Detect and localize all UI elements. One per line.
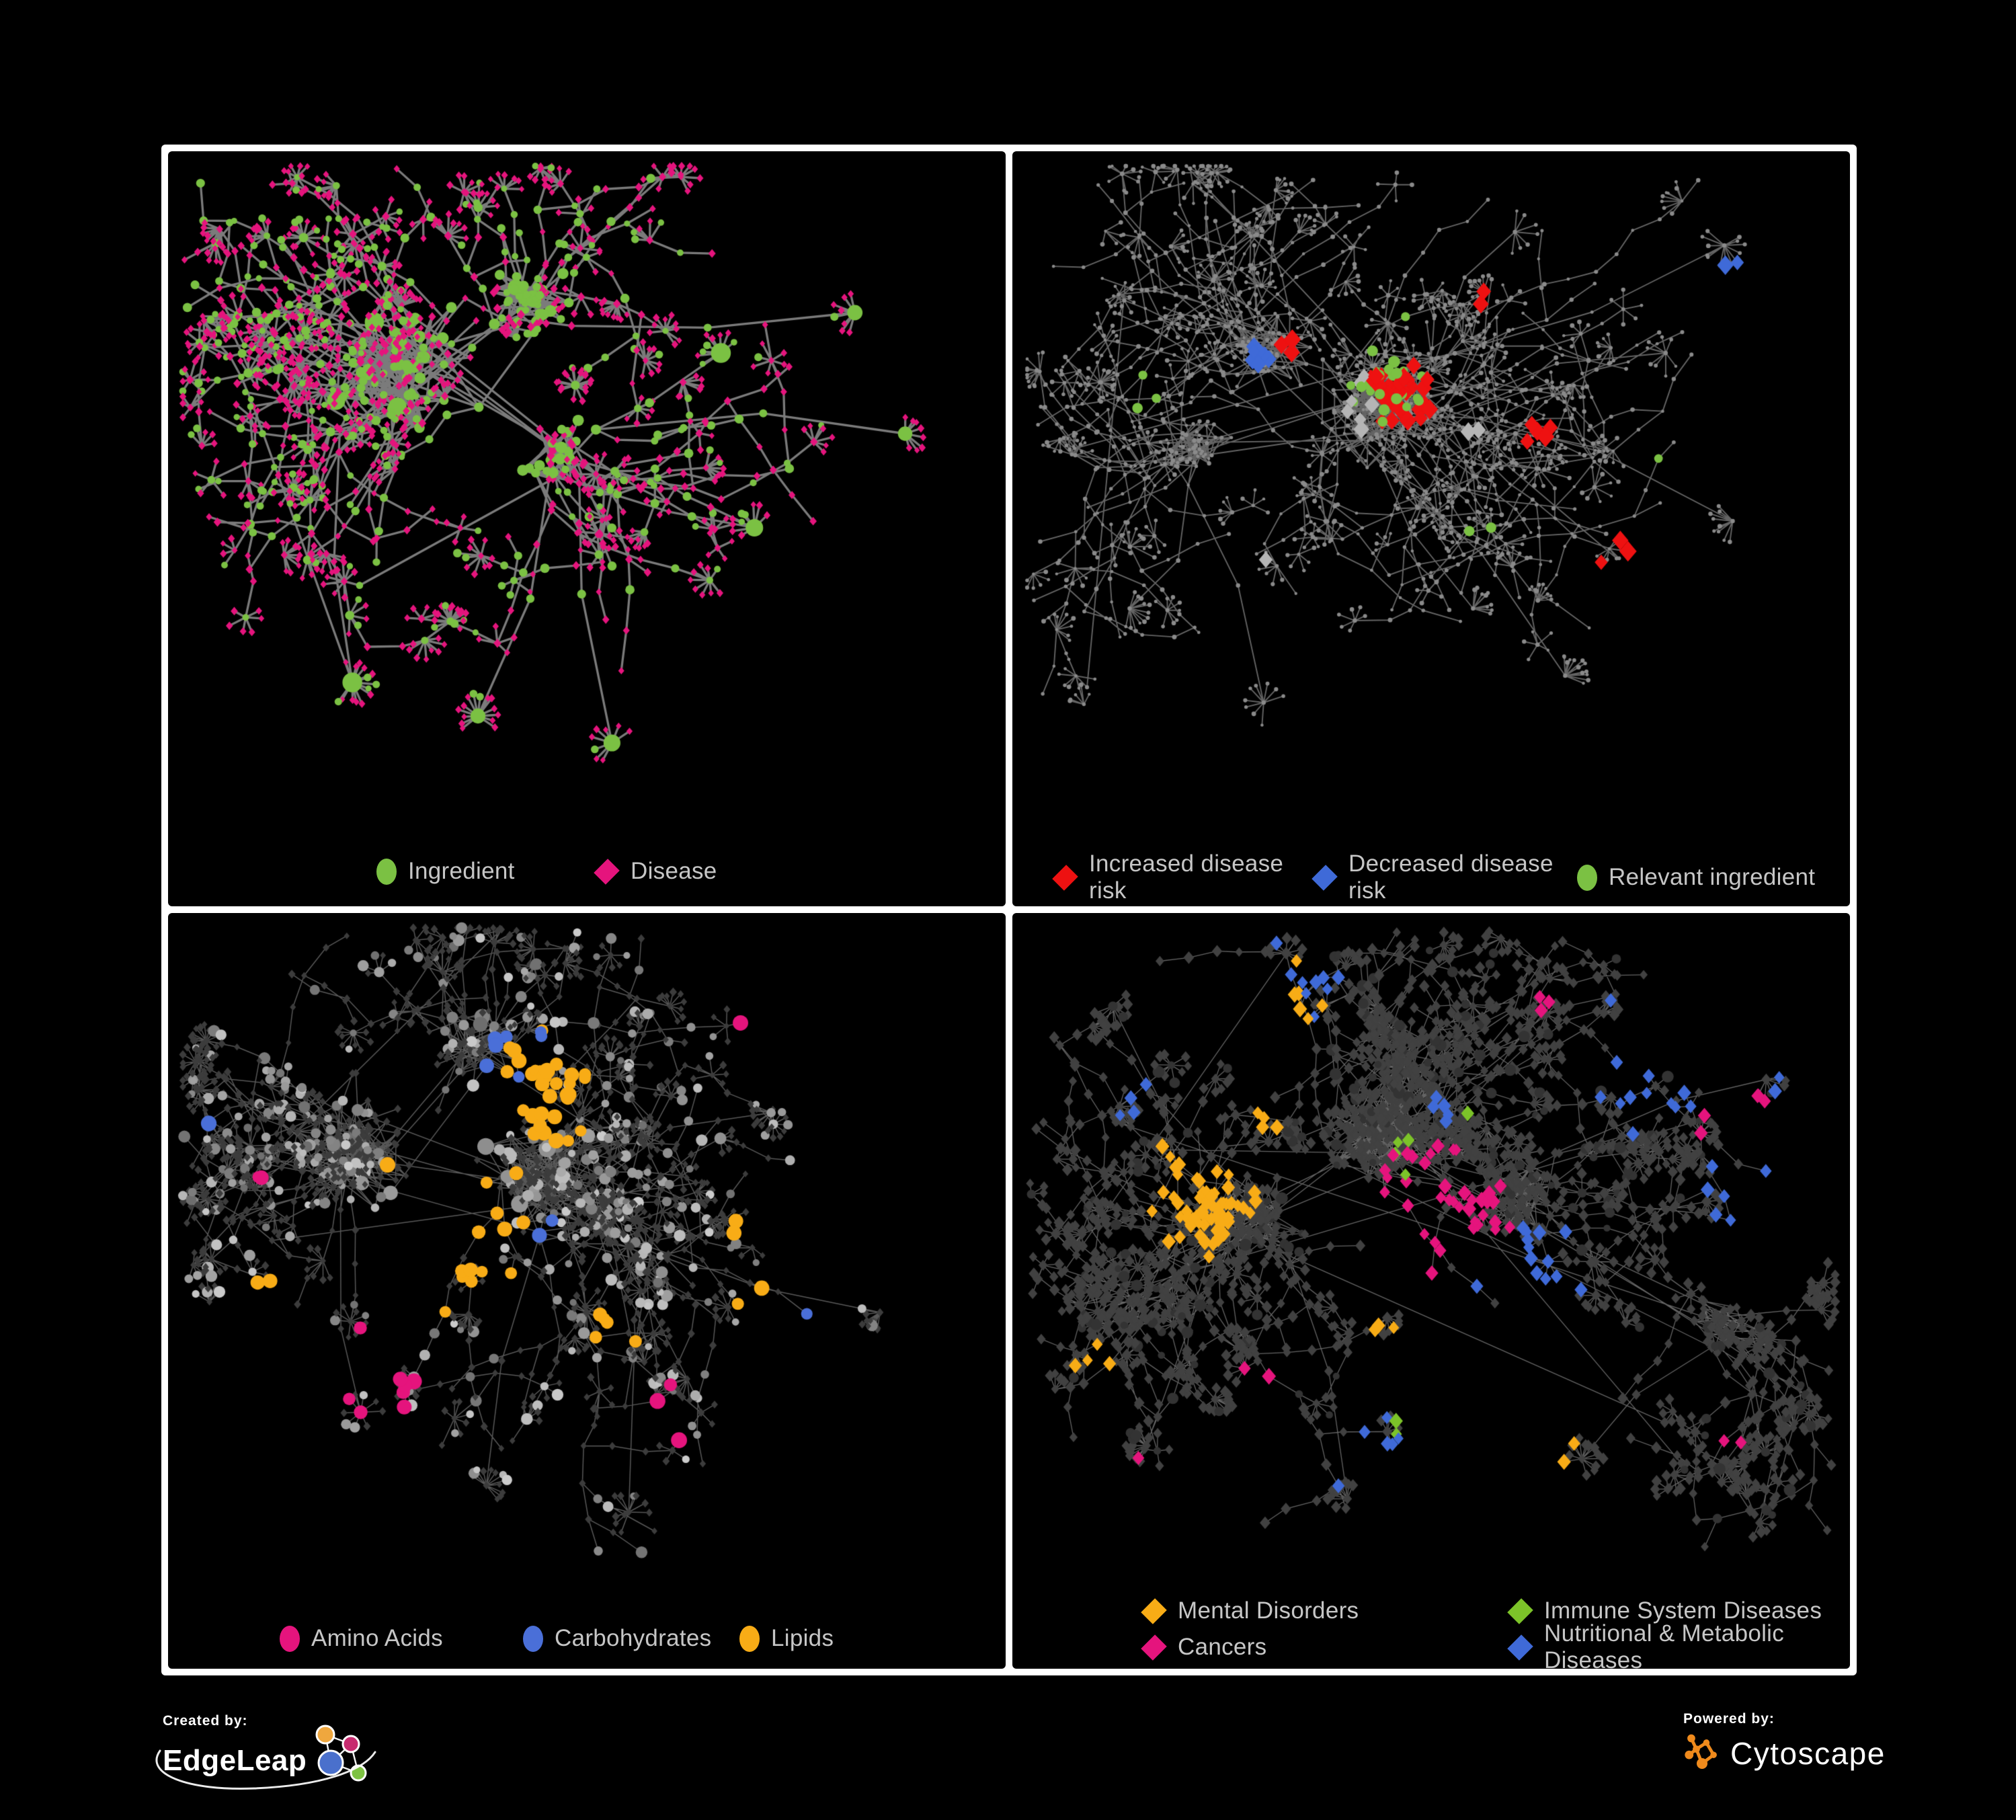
legend-nutrient-classes: Amino Acids Carbohydrates Lipids — [168, 1618, 1006, 1659]
powered-by-label: Powered by: — [1683, 1711, 1775, 1727]
legend-item-increased-disease-risk: Increased disease risk — [1052, 850, 1312, 904]
legend-marker-diamond-icon — [1312, 864, 1338, 891]
panel-grid: Ingredient Disease Increased disease risk… — [161, 145, 1857, 1675]
legend-marker-diamond-icon — [1052, 864, 1078, 891]
legend-item-cancers: Cancers — [1141, 1634, 1508, 1661]
cytoscape-credit: Powered by: Cytoscape — [1683, 1711, 1886, 1774]
legend-item-ingredient: Ingredient — [376, 858, 594, 885]
legend-label: Carbohydrates — [555, 1625, 712, 1651]
edgeleap-brand-row: EdgeLeap — [155, 1725, 376, 1790]
cytoscape-brand-row: Cytoscape — [1683, 1733, 1886, 1774]
legend-label: Decreased disease risk — [1348, 850, 1554, 904]
cytoscape-network-icon — [1685, 1734, 1717, 1769]
legend-label: Amino Acids — [311, 1625, 443, 1651]
edgeleap-credit: Created by: EdgeLeap — [155, 1713, 376, 1790]
legend-marker-circle-icon — [280, 1625, 300, 1652]
legend-label: Lipids — [771, 1625, 834, 1651]
legend-label: Nutritional & Metabolic Diseases — [1544, 1620, 1785, 1669]
legend-marker-circle-icon — [1577, 864, 1597, 891]
legend-item-decreased-disease-risk: Decreased disease risk — [1312, 850, 1577, 904]
legend-label: Mental Disorders — [1178, 1597, 1359, 1624]
legend-marker-diamond-icon — [1141, 1634, 1167, 1661]
legend-item-carbohydrates: Carbohydrates — [523, 1625, 739, 1652]
legend-label: Ingredient — [408, 858, 515, 884]
legend-label: Increased disease risk — [1089, 850, 1284, 904]
panel-ingredient-disease: Ingredient Disease — [168, 151, 1006, 906]
legend-marker-circle-icon — [739, 1625, 760, 1652]
legend-disease-classes: Mental Disorders Immune System Diseases Ca… — [1012, 1593, 1850, 1669]
legend-label: Immune System Diseases — [1544, 1597, 1822, 1624]
legend-label: Disease — [631, 858, 717, 884]
legend-item-mental-disorders: Mental Disorders — [1141, 1597, 1508, 1624]
legend-marker-diamond-icon — [1507, 1634, 1533, 1661]
legend-label: Relevant ingredient — [1609, 864, 1816, 890]
edgeleap-brand: EdgeLeap — [163, 1744, 307, 1777]
panel-disease-risk: Increased disease risk Decreased disease … — [1012, 151, 1850, 906]
legend-marker-circle-icon — [523, 1625, 543, 1652]
legend-item-relevant-ingredient: Relevant ingredient — [1577, 864, 1815, 891]
cytoscape-brand: Cytoscape — [1730, 1736, 1886, 1771]
legend-marker-diamond-icon — [594, 858, 620, 885]
network-graph-ingredient-disease — [168, 151, 1006, 906]
legend-label: Cancers — [1178, 1634, 1267, 1660]
network-graph-nutrient-classes — [168, 913, 1006, 1669]
legend-marker-circle-icon — [376, 858, 397, 885]
legend-item-lipids: Lipids — [739, 1625, 834, 1652]
edgeleap-network-icon — [315, 1725, 367, 1782]
legend-item-disease: Disease — [594, 858, 717, 885]
panel-nutrient-classes: Amino Acids Carbohydrates Lipids — [168, 913, 1006, 1669]
legend-item-immune-system-diseases: Immune System Diseases — [1507, 1597, 1850, 1624]
legend-item-nutritional-metabolic-diseases: Nutritional & Metabolic Diseases — [1507, 1620, 1850, 1669]
created-by-label: Created by: — [163, 1713, 248, 1729]
legend-item-amino-acids: Amino Acids — [280, 1625, 523, 1652]
network-graph-disease-classes — [1012, 913, 1850, 1669]
legend-disease-risk: Increased disease risk Decreased disease … — [1012, 850, 1850, 904]
legend-ingredient-disease: Ingredient Disease — [168, 850, 1006, 892]
legend-marker-diamond-icon — [1141, 1597, 1167, 1624]
panel-disease-classes: Mental Disorders Immune System Diseases Ca… — [1012, 913, 1850, 1669]
network-graph-disease-risk — [1012, 151, 1850, 906]
